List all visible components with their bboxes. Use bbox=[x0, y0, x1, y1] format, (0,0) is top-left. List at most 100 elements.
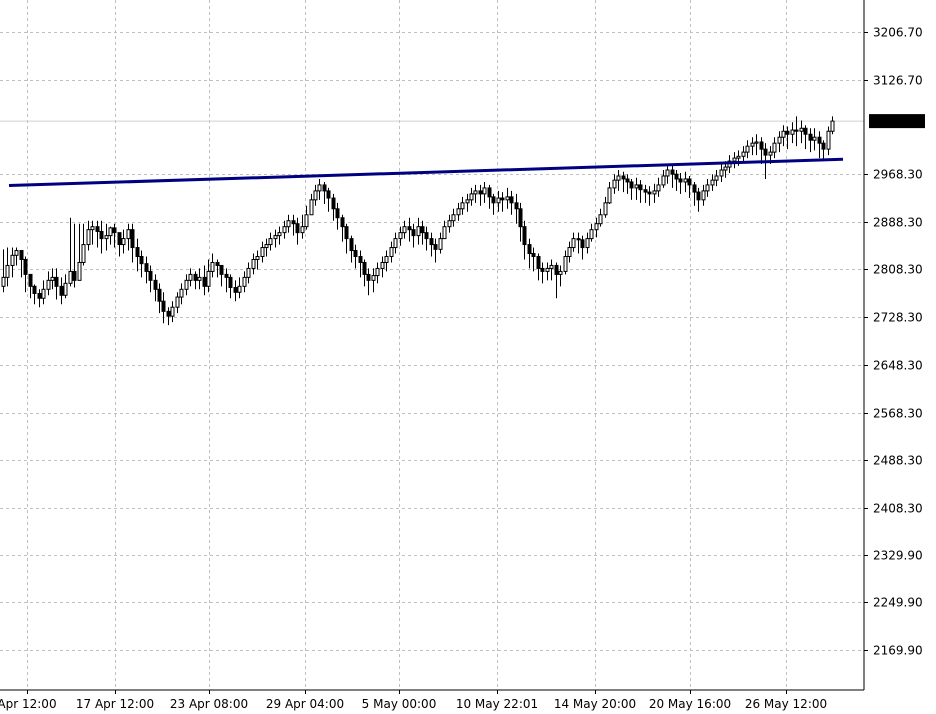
candle bbox=[812, 128, 817, 151]
candle-body bbox=[104, 235, 109, 240]
candle bbox=[442, 220, 447, 240]
candle bbox=[710, 174, 715, 191]
candle bbox=[77, 223, 82, 281]
candle-body bbox=[37, 292, 42, 299]
candle bbox=[580, 235, 585, 260]
candle-body bbox=[46, 279, 51, 290]
candle-body bbox=[99, 230, 104, 240]
candle bbox=[407, 217, 412, 242]
candle bbox=[170, 301, 175, 323]
candle bbox=[612, 174, 617, 194]
candle bbox=[260, 241, 265, 263]
candle-body bbox=[420, 226, 425, 234]
candle-body bbox=[496, 197, 501, 204]
candle bbox=[384, 250, 389, 272]
candle bbox=[563, 250, 568, 275]
candle-body bbox=[545, 267, 550, 272]
candle bbox=[424, 226, 429, 251]
candle-body bbox=[598, 214, 603, 225]
candle bbox=[643, 184, 648, 203]
candle-body bbox=[366, 273, 371, 281]
candle-body bbox=[260, 247, 265, 258]
candle bbox=[291, 214, 296, 236]
candle-body bbox=[313, 190, 318, 201]
candle-body bbox=[638, 184, 643, 191]
candle bbox=[638, 180, 643, 203]
candle bbox=[295, 217, 300, 245]
candle bbox=[799, 120, 804, 144]
candle bbox=[745, 140, 750, 159]
candle-body bbox=[781, 130, 786, 138]
candle bbox=[558, 265, 563, 287]
candle-body bbox=[732, 157, 737, 162]
candle bbox=[821, 140, 826, 162]
candle bbox=[719, 164, 724, 182]
candle-body bbox=[629, 181, 634, 189]
candle-body bbox=[1, 276, 6, 287]
candle bbox=[549, 259, 554, 281]
candle-body bbox=[362, 261, 367, 275]
candle-body bbox=[416, 226, 421, 237]
candle bbox=[732, 152, 737, 169]
candle-body bbox=[821, 142, 826, 150]
candle-body bbox=[14, 250, 19, 256]
candle bbox=[166, 307, 171, 326]
candle-body bbox=[754, 141, 759, 144]
candle bbox=[1, 249, 6, 293]
candle bbox=[206, 259, 211, 293]
candle bbox=[661, 170, 666, 188]
candle bbox=[683, 171, 688, 193]
price-tick-label: 2968.30 bbox=[873, 168, 923, 182]
candle-body bbox=[23, 258, 28, 275]
candle bbox=[759, 137, 764, 165]
candle-body bbox=[594, 223, 599, 231]
candle-body bbox=[723, 166, 728, 171]
candle bbox=[353, 244, 358, 269]
price-tick-label: 3206.70 bbox=[873, 26, 923, 40]
candle-body bbox=[215, 261, 220, 266]
trendline[interactable] bbox=[8, 157, 844, 188]
candle-body bbox=[678, 178, 683, 183]
candle bbox=[32, 284, 37, 305]
candle bbox=[469, 187, 474, 206]
candle bbox=[714, 170, 719, 187]
candle-body bbox=[148, 270, 153, 281]
candle bbox=[803, 125, 808, 150]
candle-body bbox=[817, 136, 822, 144]
candle-body bbox=[273, 235, 278, 240]
candle-body bbox=[812, 136, 817, 141]
candle bbox=[349, 235, 354, 263]
candle bbox=[678, 173, 683, 194]
price-tick-label: 2728.30 bbox=[873, 311, 923, 325]
current-price-value: 3057.00 bbox=[873, 114, 923, 128]
candle-body bbox=[108, 227, 113, 237]
candle-body bbox=[188, 273, 193, 281]
candle-body bbox=[647, 191, 652, 195]
candle bbox=[777, 131, 782, 153]
candle-body bbox=[291, 220, 296, 225]
price-tick-labels: 3206.70 3126.70 2968.30 2888.30 2808.30 2728.… bbox=[864, 26, 923, 658]
candle bbox=[313, 184, 318, 206]
candle-body bbox=[353, 250, 358, 258]
price-tick-label: 2568.30 bbox=[873, 407, 923, 421]
candle-body bbox=[384, 256, 389, 263]
candle bbox=[95, 220, 100, 248]
candle bbox=[487, 184, 492, 209]
candle bbox=[335, 202, 340, 230]
candle bbox=[366, 268, 371, 296]
candle bbox=[540, 262, 545, 284]
candle bbox=[594, 217, 599, 238]
candle-body bbox=[612, 179, 617, 189]
candle-body bbox=[826, 130, 831, 150]
price-tick-label: 2169.90 bbox=[873, 644, 923, 658]
candle bbox=[104, 223, 109, 251]
candle-body bbox=[656, 184, 661, 192]
price-tick-label: 2888.30 bbox=[873, 216, 923, 230]
candle bbox=[46, 271, 51, 296]
candle-body bbox=[197, 276, 202, 281]
candle-body bbox=[518, 208, 523, 228]
candle bbox=[411, 223, 416, 248]
candle-body bbox=[59, 285, 64, 296]
candle bbox=[656, 177, 661, 197]
candle bbox=[554, 262, 559, 299]
